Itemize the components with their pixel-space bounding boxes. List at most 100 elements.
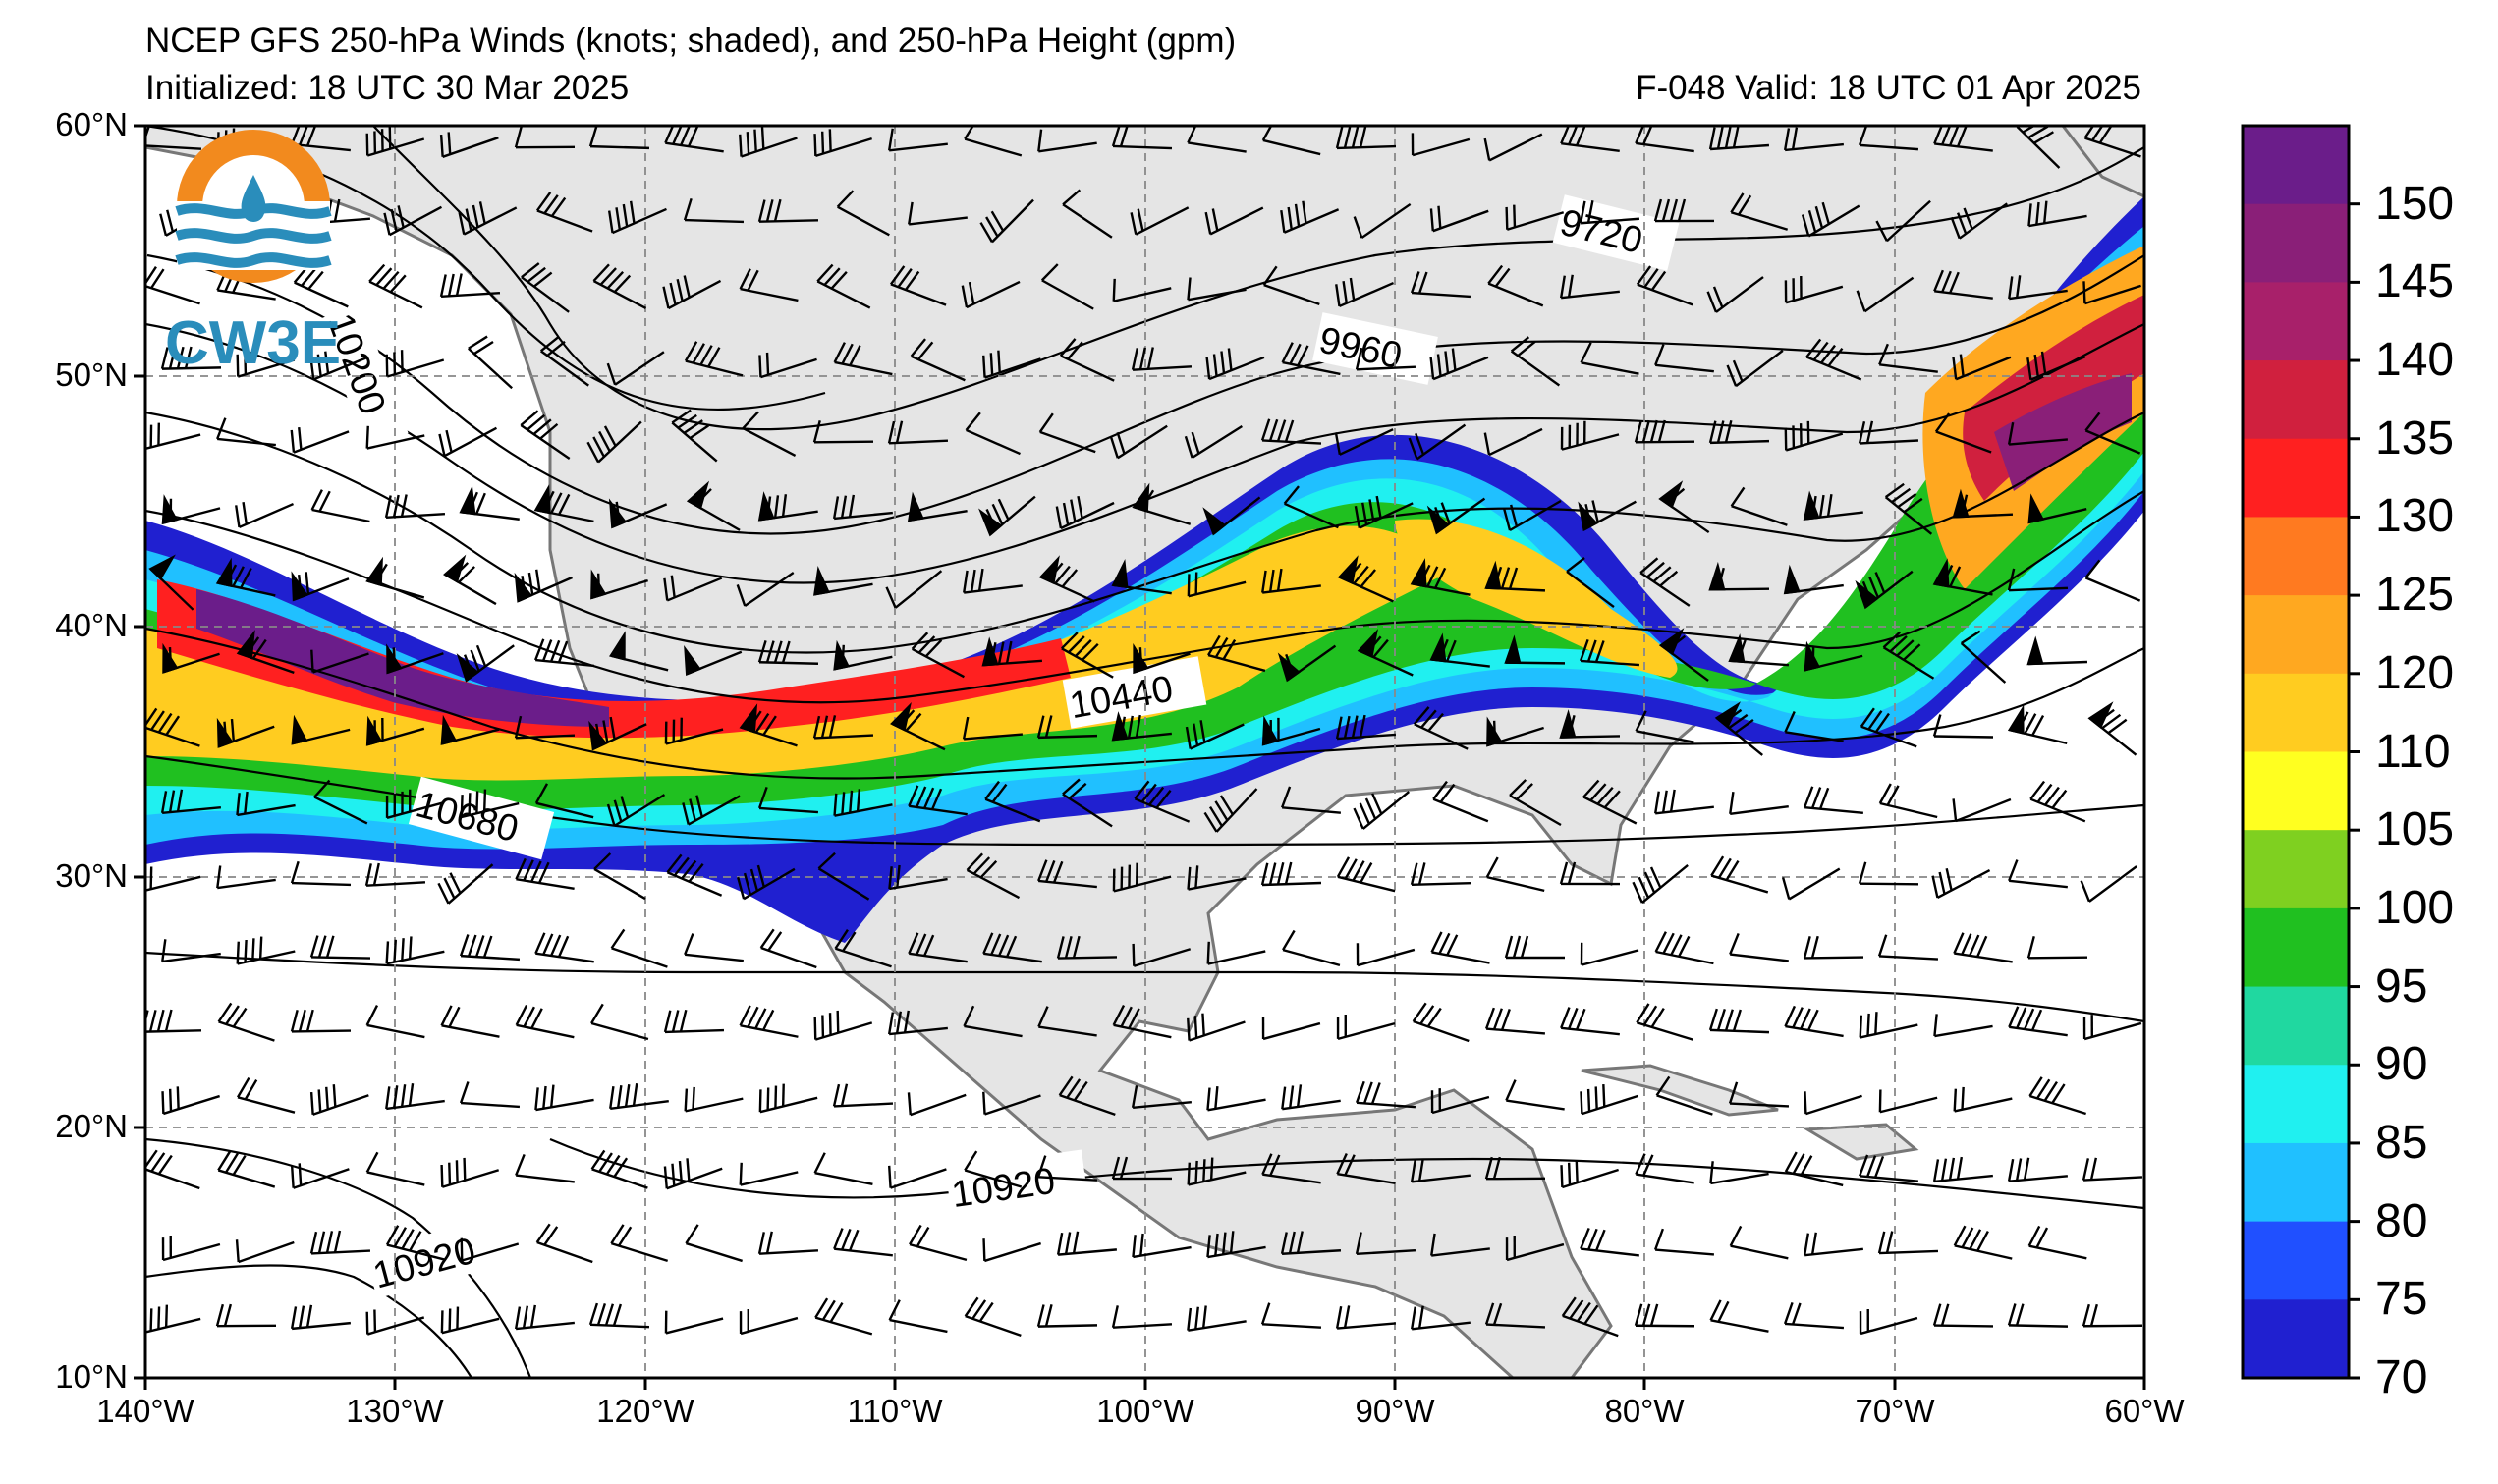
wind-barb <box>1336 856 1396 893</box>
colorbar-label: 90 <box>2375 1038 2428 1091</box>
wind-barb <box>965 412 1021 456</box>
wind-barb <box>443 554 497 606</box>
wind-barb <box>982 1091 1041 1116</box>
wind-barb <box>309 1230 371 1255</box>
wind-barb <box>2007 1157 2068 1182</box>
wind-barb <box>365 1005 425 1039</box>
wind-barb <box>1335 1305 1396 1330</box>
wind-barb <box>759 928 817 969</box>
wind-barb <box>836 190 890 237</box>
wind-barb <box>1206 941 1266 965</box>
wind-barb <box>1560 1160 1619 1189</box>
wind-barb <box>1056 1231 1117 1256</box>
wind-barb <box>1932 558 1993 596</box>
wind-barb <box>1708 561 1770 591</box>
wind-barb <box>962 716 1023 741</box>
wind-barb <box>1130 206 1190 236</box>
wind-barb <box>313 779 368 825</box>
colorbar-label: 120 <box>2375 646 2455 699</box>
chart-title: NCEP GFS 250-hPa Winds (knots; shaded), … <box>145 22 1237 60</box>
lat-label-10n: 10°N <box>55 1358 128 1395</box>
wind-barb <box>1653 198 1715 223</box>
wind-barb <box>1658 628 1709 682</box>
wind-barb <box>1504 634 1566 665</box>
wind-barb <box>610 1224 669 1263</box>
wind-barb <box>737 864 796 901</box>
wind-barb <box>1281 1084 1341 1111</box>
wind-barb <box>1952 354 2012 381</box>
wind-barb <box>534 1084 594 1112</box>
wind-barb <box>757 491 818 522</box>
wind-barb <box>1859 1309 1918 1336</box>
colorbar-segment <box>2243 126 2349 205</box>
wind-barb <box>1410 862 1471 887</box>
wind-barb <box>1185 720 1245 750</box>
lat-label-40n: 40°N <box>55 607 128 643</box>
wind-barb <box>1559 709 1621 739</box>
wind-barb <box>1784 1151 1844 1187</box>
wind-barb <box>309 935 371 960</box>
wind-barb <box>2008 1006 2068 1037</box>
wind-barb <box>1730 486 1788 526</box>
lon-label-70w: 70°W <box>1855 1393 1935 1429</box>
wind-barb <box>365 1309 425 1336</box>
wind-barb <box>1260 1302 1322 1329</box>
wind-barb <box>1784 420 1844 452</box>
lon-label-130w: 130°W <box>346 1393 444 1429</box>
wind-barb <box>161 1236 221 1262</box>
wind-barb <box>887 1010 948 1036</box>
colorbar-label: 130 <box>2375 490 2455 543</box>
wind-barb <box>1510 336 1561 387</box>
wind-barb <box>1410 558 1471 596</box>
wind-barb <box>2084 412 2141 455</box>
wind-barb <box>2087 701 2137 756</box>
wind-barb <box>216 417 276 447</box>
wind-barb <box>757 640 819 665</box>
wind-barb <box>236 630 295 675</box>
wind-barb <box>514 569 573 603</box>
wind-barb <box>1858 1154 1918 1182</box>
colorbar-segment <box>2243 203 2349 283</box>
wind-barb <box>757 1231 819 1255</box>
wind-barb <box>1060 632 1114 679</box>
wind-barb <box>739 127 798 158</box>
colorbar-segment <box>2243 1299 2349 1379</box>
wind-barb <box>684 645 743 677</box>
wind-barb <box>979 198 1034 244</box>
wind-barb <box>1410 1158 1471 1183</box>
wind-barb <box>813 565 873 596</box>
wind-barb <box>592 263 647 310</box>
wind-barb <box>1036 1304 1098 1328</box>
wind-barb <box>236 936 296 965</box>
wind-barb <box>1112 1004 1172 1039</box>
wind-barb <box>1729 932 1789 962</box>
wind-barb <box>1784 276 1844 304</box>
wind-barb <box>440 1005 500 1038</box>
wind-barb <box>385 1083 445 1111</box>
wind-barb <box>964 1150 1023 1188</box>
wind-barb <box>1953 1225 2013 1260</box>
wind-barb <box>2007 1303 2069 1328</box>
wind-barb <box>145 1009 202 1033</box>
wind-barb <box>966 852 1021 900</box>
wind-barb <box>1429 348 1489 381</box>
wind-barb <box>961 280 1021 309</box>
wind-barb <box>385 350 445 378</box>
wind-barb <box>365 126 425 157</box>
wind-barb <box>1187 277 1247 302</box>
wind-barb <box>1408 423 1467 461</box>
wind-barb <box>889 265 947 306</box>
wind-barb <box>1877 934 1939 961</box>
wind-barb <box>1653 789 1714 815</box>
droplet-icon <box>241 175 266 222</box>
wind-barb <box>742 411 797 457</box>
wind-barb <box>1878 343 1938 373</box>
wind-barb <box>148 554 194 611</box>
wind-barb <box>1355 1232 1416 1256</box>
wind-barb <box>1261 1017 1321 1041</box>
wind-barb <box>1579 639 1640 667</box>
wind-barb <box>160 789 221 815</box>
wind-barb <box>833 1228 893 1257</box>
wind-barb <box>1655 1075 1713 1116</box>
lat-label-30n: 30°N <box>55 857 128 894</box>
